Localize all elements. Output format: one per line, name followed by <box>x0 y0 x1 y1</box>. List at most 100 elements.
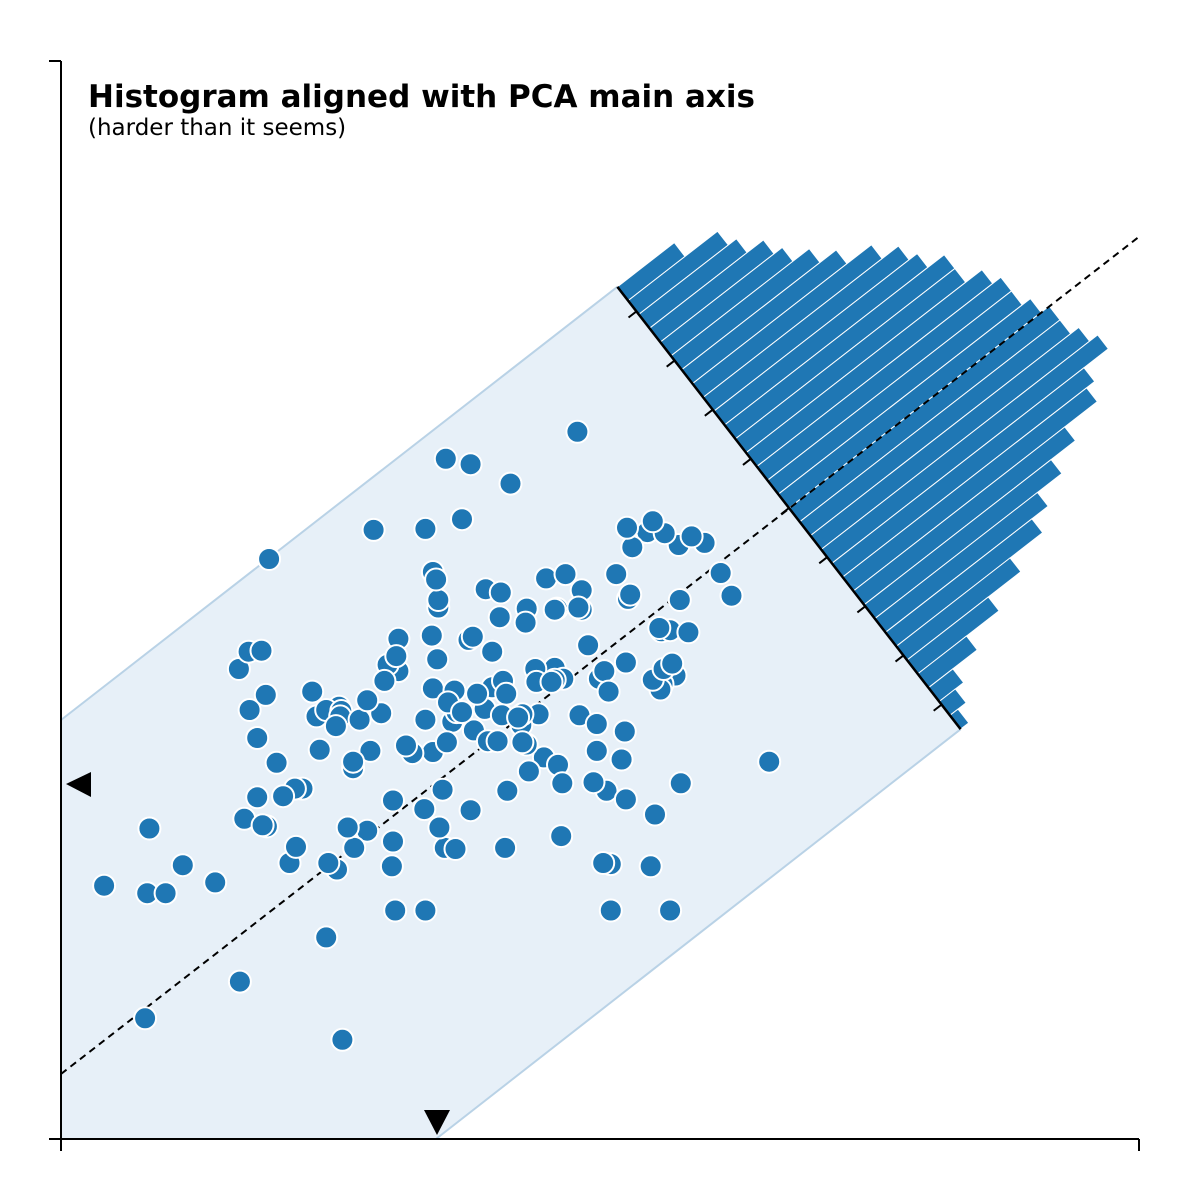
data-point <box>494 681 519 706</box>
data-point <box>284 834 308 859</box>
projection-band-edge-upper <box>60 286 618 721</box>
data-point <box>604 562 629 587</box>
data-point <box>613 650 638 675</box>
data-point <box>591 851 616 875</box>
data-point <box>413 898 438 923</box>
data-point <box>384 644 409 669</box>
data-point <box>549 824 574 849</box>
data-point <box>425 647 450 672</box>
data-point <box>381 788 405 813</box>
data-point <box>341 749 366 774</box>
data-point <box>592 659 617 684</box>
data-point <box>203 870 228 895</box>
data-point <box>458 798 483 823</box>
axis-markers <box>66 772 450 1135</box>
data-point <box>598 898 623 923</box>
plot-axes <box>49 60 1140 1151</box>
data-point <box>133 1006 158 1031</box>
data-point <box>618 582 643 607</box>
data-point <box>443 837 468 861</box>
data-point <box>465 681 490 706</box>
data-point <box>708 561 733 585</box>
data-point <box>264 750 289 775</box>
data-point <box>647 616 672 640</box>
data-point <box>307 737 332 762</box>
data-point <box>638 854 663 879</box>
scatter-points <box>92 419 782 1052</box>
data-point <box>679 524 704 549</box>
data-point <box>381 829 405 854</box>
data-point <box>426 588 451 612</box>
data-point <box>609 747 634 772</box>
data-point <box>506 705 531 730</box>
data-point <box>412 797 437 822</box>
data-point <box>566 595 591 620</box>
data-point <box>553 562 578 587</box>
data-point <box>493 835 518 860</box>
histogram-bars <box>616 230 1110 730</box>
data-point <box>534 566 559 591</box>
data-point <box>460 624 485 649</box>
data-point <box>394 733 418 758</box>
data-point <box>427 815 452 840</box>
histogram-tick <box>856 605 866 614</box>
data-point <box>383 898 408 923</box>
data-point <box>450 700 474 725</box>
data-point <box>498 471 523 496</box>
data-point <box>458 452 483 477</box>
data-point <box>757 749 782 774</box>
data-point <box>668 771 693 796</box>
data-point <box>612 719 637 744</box>
data-point <box>237 698 262 722</box>
data-point <box>539 669 564 694</box>
data-point <box>550 771 575 796</box>
data-point <box>542 597 567 622</box>
data-point <box>342 835 367 860</box>
data-point <box>584 738 609 763</box>
data-point <box>330 1027 355 1052</box>
data-point <box>658 898 683 923</box>
data-point <box>419 623 444 648</box>
data-point <box>314 925 339 950</box>
data-point <box>495 778 520 803</box>
data-point <box>372 668 397 693</box>
histogram-tick <box>818 556 828 565</box>
data-point <box>257 547 282 571</box>
data-point <box>413 516 438 541</box>
data-point <box>245 785 270 810</box>
data-point <box>361 517 386 542</box>
data-point <box>488 580 513 605</box>
data-point <box>667 588 692 612</box>
data-point <box>565 419 590 444</box>
data-point <box>450 507 474 532</box>
data-point <box>516 759 541 784</box>
data-point <box>335 815 360 840</box>
data-point <box>719 583 744 608</box>
data-point <box>613 787 638 812</box>
data-point <box>271 784 296 809</box>
histogram-tick <box>704 408 714 417</box>
data-point <box>576 633 601 658</box>
data-point <box>170 853 195 878</box>
data-point <box>137 816 162 841</box>
data-point <box>323 714 348 739</box>
data-point <box>480 639 505 664</box>
data-point <box>584 712 609 736</box>
data-point <box>245 726 270 750</box>
data-point <box>581 770 606 795</box>
chart-subtitle: (harder than it seems) <box>88 115 346 141</box>
data-point <box>379 854 404 879</box>
data-point <box>250 813 275 838</box>
data-point <box>660 651 685 676</box>
histogram-tick <box>894 654 905 663</box>
data-point <box>485 729 510 754</box>
data-point <box>92 873 117 898</box>
histogram-tick <box>627 310 638 319</box>
histogram-tick <box>666 359 676 368</box>
data-point <box>640 509 665 534</box>
data-point <box>153 881 178 906</box>
data-point <box>316 851 341 875</box>
y-marker-triangle <box>66 772 91 797</box>
data-point <box>253 682 278 707</box>
